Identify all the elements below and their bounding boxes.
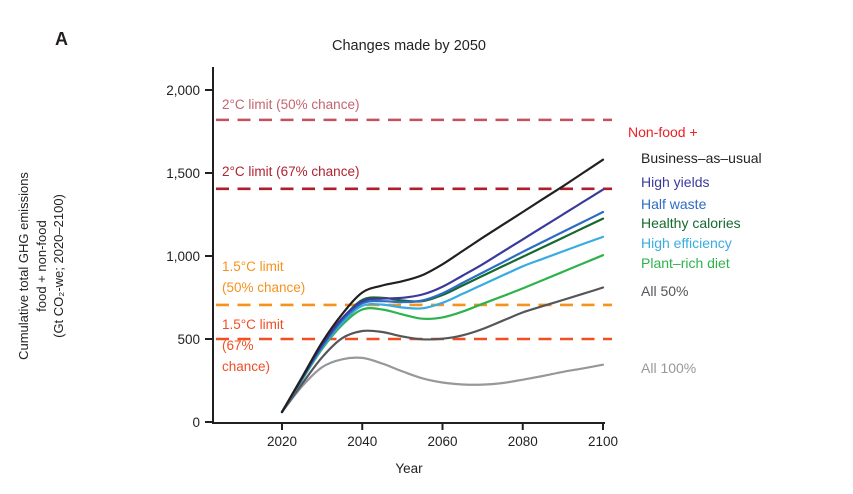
- x-tick-label: 2060: [427, 434, 457, 449]
- y-tick-label: 500: [177, 332, 200, 347]
- y-tick-label: 2,000: [166, 83, 200, 98]
- y-tick-label: 0: [192, 415, 200, 430]
- chart-title: Changes made by 2050: [332, 38, 486, 54]
- series-line-high-yields: [280, 188, 605, 414]
- x-tick-label: 2040: [347, 434, 377, 449]
- x-tick-label: 2100: [588, 434, 618, 449]
- series-line-half-waste: [280, 210, 605, 414]
- x-tick-label: 2080: [508, 434, 538, 449]
- series-line-business-as-usual: [280, 158, 605, 414]
- series-line-all-50: [280, 286, 605, 414]
- limit-1p5c-67-label: 1.5°C limit (67% chance): [222, 317, 284, 374]
- x-axis-title: Year: [395, 461, 423, 476]
- series-line-plant-rich-diet: [280, 254, 605, 414]
- x-tick-label: 2020: [267, 434, 297, 449]
- y-tick-label: 1,000: [166, 249, 200, 264]
- limit-2c-50-label: 2°C limit (50% chance): [222, 97, 360, 112]
- panel-letter: A: [55, 29, 68, 49]
- limit-2c-67-label: 2°C limit (67% chance): [222, 164, 360, 179]
- series-line-all-100: [280, 356, 605, 414]
- y-tick-label: 1,500: [166, 166, 200, 181]
- limit-1p5c-50-label: 1.5°C limit (50% chance): [222, 259, 306, 295]
- series-line-high-efficiency: [280, 235, 605, 414]
